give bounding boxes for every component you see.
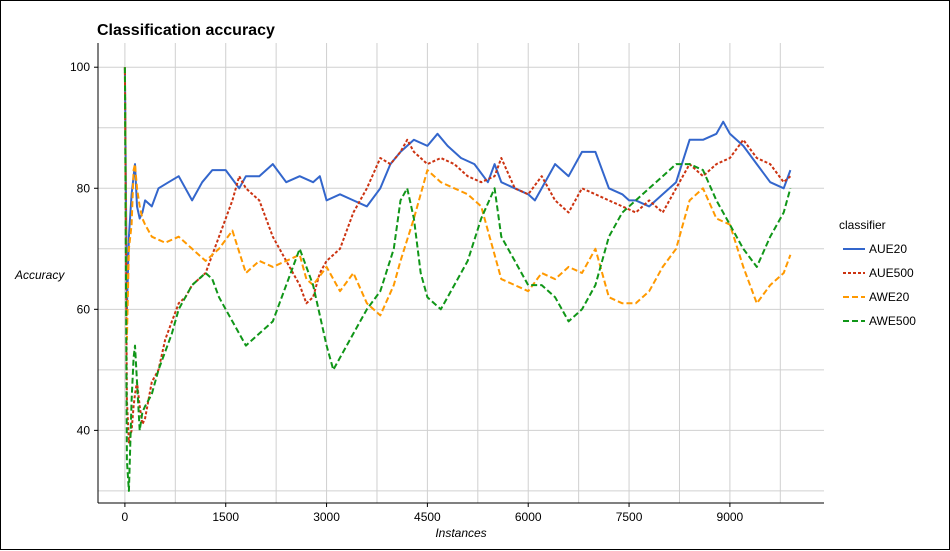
x-tick-label: 9000	[717, 510, 744, 524]
x-tick-label: 0	[122, 510, 129, 524]
x-axis-title: Instances	[435, 526, 486, 540]
legend-title: classifier	[839, 218, 886, 232]
grid-lines	[98, 43, 824, 503]
y-axis-title: Accuracy	[14, 268, 65, 282]
axes: 0 1500 3000 4500 6000 7500 9000 40 60 80 100 Instan…	[14, 43, 824, 540]
y-tick-label: 100	[70, 60, 90, 74]
series-line-aue500	[123, 67, 792, 444]
y-tick-label: 60	[77, 302, 91, 316]
chart-title: Classification accuracy	[97, 22, 275, 39]
legend-label-awe20: AWE20	[869, 290, 910, 304]
x-tick-label: 6000	[515, 510, 542, 524]
y-tick-label: 80	[77, 181, 91, 195]
x-tick-label: 1500	[212, 510, 239, 524]
legend-label-aue20: AUE20	[869, 242, 907, 256]
x-tick-label: 4500	[414, 510, 441, 524]
y-tick-label: 40	[77, 423, 91, 437]
legend-label-aue500: AUE500	[869, 266, 914, 280]
series-line-aue20	[123, 67, 792, 311]
legend: classifier AUE20 AUE500 AWE20 AWE500	[839, 218, 916, 328]
series-line-awe20	[123, 67, 792, 341]
x-tick-label: 3000	[313, 510, 340, 524]
x-tick-label: 7500	[616, 510, 643, 524]
legend-label-awe500: AWE500	[869, 314, 916, 328]
series-lines	[123, 67, 792, 492]
series-line-awe500	[123, 67, 792, 492]
